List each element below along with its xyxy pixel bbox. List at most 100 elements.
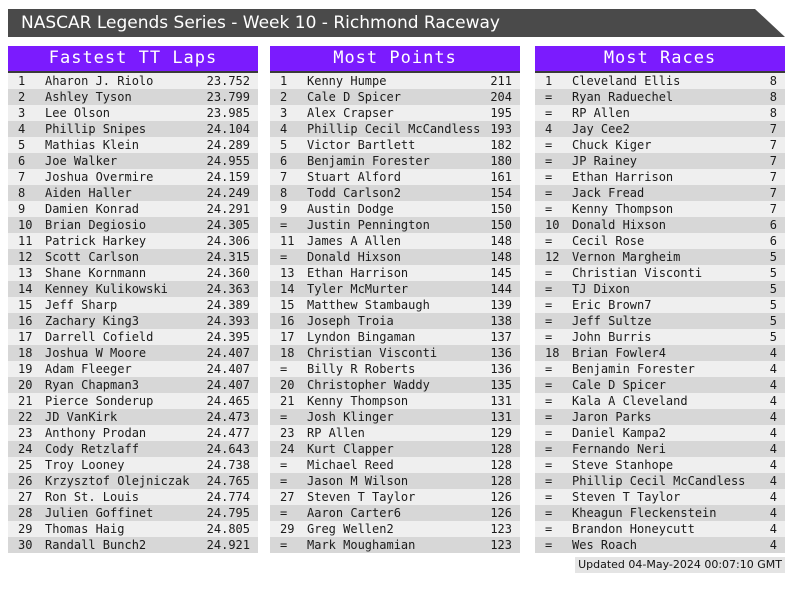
table-row: = Jeff Sultze 5 (535, 313, 785, 329)
name-cell: Benjamin Forester (572, 362, 695, 376)
rank-cell: = (545, 522, 553, 536)
value-cell: 23.985 (206, 106, 250, 120)
name-cell: Ethan Harrison (572, 170, 674, 184)
rank-cell: = (280, 458, 288, 472)
rank-cell: 13 (280, 266, 295, 280)
table-row: = Wes Roach 4 (535, 537, 785, 553)
name-cell: Joseph Troia (307, 314, 394, 328)
name-cell: Ashley Tyson (45, 90, 132, 104)
table-row: 2 Cale D Spicer 204 (270, 89, 520, 105)
value-cell: 135 (490, 378, 512, 392)
value-cell: 24.315 (206, 250, 250, 264)
name-cell: Thomas Haig (45, 522, 125, 536)
value-cell: 128 (490, 474, 512, 488)
rank-cell: = (280, 218, 288, 232)
rank-cell: = (545, 90, 553, 104)
rank-cell: = (545, 106, 553, 120)
name-cell: Steve Stanhope (572, 458, 674, 472)
name-cell: Scott Carlson (45, 250, 139, 264)
value-cell: 8 (769, 90, 777, 104)
table-row: 15 Jeff Sharp 24.389 (8, 297, 258, 313)
name-cell: Chuck Kiger (572, 138, 652, 152)
table-row: 5 Mathias Klein 24.289 (8, 137, 258, 153)
rank-cell: = (545, 410, 553, 424)
table-row: 4 Jay Cee2 7 (535, 121, 785, 137)
rank-cell: = (545, 314, 553, 328)
rank-cell: 24 (18, 442, 33, 456)
rank-cell: 12 (545, 250, 560, 264)
value-cell: 24.407 (206, 378, 250, 392)
table-row: = Ethan Harrison 7 (535, 169, 785, 185)
table-row: = Justin Pennington 150 (270, 217, 520, 233)
name-cell: Phillip Cecil McCandless (572, 474, 746, 488)
name-cell: Damien Konrad (45, 202, 139, 216)
rank-cell: 2 (280, 90, 288, 104)
value-cell: 150 (490, 202, 512, 216)
rank-cell: 1 (280, 74, 288, 88)
rank-cell: 21 (18, 394, 33, 408)
value-cell: 180 (490, 154, 512, 168)
rank-cell: 20 (280, 378, 295, 392)
name-cell: Patrick Harkey (45, 234, 147, 248)
rank-cell: 11 (280, 234, 295, 248)
value-cell: 24.360 (206, 266, 250, 280)
table-row: 20 Ryan Chapman3 24.407 (8, 377, 258, 393)
value-cell: 24.393 (206, 314, 250, 328)
name-cell: Austin Dodge (307, 202, 394, 216)
name-cell: Daniel Kampa2 (572, 426, 666, 440)
name-cell: Greg Wellen2 (307, 522, 394, 536)
rank-cell: 7 (18, 170, 26, 184)
name-cell: Troy Looney (45, 458, 125, 472)
value-cell: 24.774 (206, 490, 250, 504)
name-cell: Brandon Honeycutt (572, 522, 695, 536)
rank-cell: 28 (18, 506, 33, 520)
value-cell: 4 (769, 362, 777, 376)
value-cell: 138 (490, 314, 512, 328)
rank-cell: = (280, 506, 288, 520)
value-cell: 4 (769, 346, 777, 360)
table-row: = Jaron Parks 4 (535, 409, 785, 425)
rank-cell: 29 (280, 522, 295, 536)
panel-header-most-points: Most Points (270, 46, 520, 73)
name-cell: Lee Olson (45, 106, 111, 120)
table-row: = Steven T Taylor 4 (535, 489, 785, 505)
value-cell: 131 (490, 394, 512, 408)
panel-header-most-races: Most Races (535, 46, 785, 73)
value-cell: 148 (490, 234, 512, 248)
rank-cell: 25 (18, 458, 33, 472)
name-cell: Justin Pennington (307, 218, 430, 232)
value-cell: 131 (490, 410, 512, 424)
rank-cell: = (545, 202, 553, 216)
name-cell: Steven T Taylor (307, 490, 416, 504)
name-cell: Eric Brown7 (572, 298, 652, 312)
table-row: = Jack Fread 7 (535, 185, 785, 201)
table-row: 13 Shane Kornmann 24.360 (8, 265, 258, 281)
value-cell: 24.306 (206, 234, 250, 248)
table-row: 23 Anthony Prodan 24.477 (8, 425, 258, 441)
name-cell: Fernando Neri (572, 442, 666, 456)
value-cell: 8 (769, 106, 777, 120)
most-points-table: 1 Kenny Humpe 211 2 Cale D Spicer 204 3 Alex Cr… (270, 73, 520, 553)
rank-cell: 23 (280, 426, 295, 440)
value-cell: 23.752 (206, 74, 250, 88)
rank-cell: 4 (545, 122, 553, 136)
rank-cell: 4 (18, 122, 26, 136)
table-row: = Eric Brown7 5 (535, 297, 785, 313)
name-cell: Stuart Alford (307, 170, 401, 184)
table-row: 4 Phillip Snipes 24.104 (8, 121, 258, 137)
rank-cell: = (280, 538, 288, 552)
value-cell: 4 (769, 426, 777, 440)
table-row: 1 Cleveland Ellis 8 (535, 73, 785, 89)
rank-cell: 24 (280, 442, 295, 456)
rank-cell: 18 (545, 346, 560, 360)
table-row: 18 Joshua W Moore 24.407 (8, 345, 258, 361)
value-cell: 5 (769, 250, 777, 264)
name-cell: Jeff Sharp (45, 298, 118, 312)
value-cell: 4 (769, 506, 777, 520)
name-cell: Ryan Chapman3 (45, 378, 139, 392)
value-cell: 5 (769, 266, 777, 280)
table-row: 15 Matthew Stambaugh 139 (270, 297, 520, 313)
name-cell: Ryan Raduechel (572, 90, 674, 104)
panel-most-races: Most Races 1 Cleveland Ellis 8 = Ryan Raduec… (535, 46, 785, 553)
